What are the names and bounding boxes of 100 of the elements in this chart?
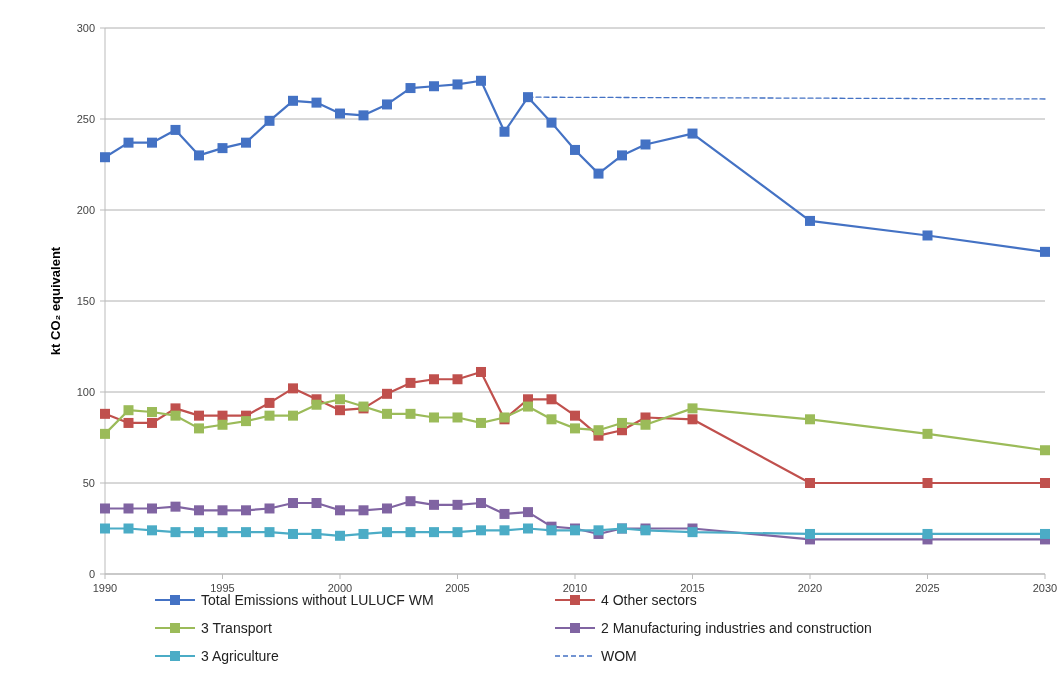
point	[452, 374, 463, 385]
point	[264, 397, 275, 408]
point	[570, 423, 580, 434]
point	[241, 416, 251, 427]
point	[499, 508, 510, 519]
point	[217, 505, 228, 516]
point	[358, 505, 369, 516]
y-tick-label: 0	[88, 568, 95, 580]
y-tick-label: 150	[76, 295, 95, 307]
point	[335, 108, 345, 119]
point	[1040, 478, 1050, 488]
point	[358, 528, 369, 539]
point	[452, 412, 463, 423]
x-tick-label: 2020	[797, 582, 823, 594]
point	[241, 137, 251, 148]
point	[499, 525, 510, 536]
point	[546, 525, 557, 536]
point	[100, 152, 110, 163]
point	[687, 414, 698, 425]
point	[687, 403, 698, 414]
legend-label: 4 Other sectors	[601, 592, 697, 608]
legend-label: Total Emissions without LULUCF WM	[201, 592, 434, 608]
point	[288, 383, 298, 394]
point	[335, 530, 345, 541]
point	[1040, 528, 1050, 539]
point	[100, 503, 110, 514]
y-tick-label: 200	[76, 204, 95, 216]
point	[805, 478, 815, 488]
point	[170, 527, 181, 538]
point	[405, 83, 416, 94]
point	[805, 528, 815, 539]
point	[264, 527, 275, 538]
point	[523, 401, 533, 412]
point	[123, 137, 134, 148]
x-tick-label: 2000	[327, 582, 353, 594]
point	[170, 124, 181, 135]
point	[523, 92, 533, 103]
point	[194, 423, 204, 434]
point	[617, 150, 627, 161]
point	[311, 399, 322, 410]
point	[452, 527, 463, 538]
x-tick-label: 1995	[210, 582, 235, 594]
point	[382, 388, 392, 399]
point	[429, 374, 439, 385]
point	[382, 99, 392, 110]
point	[264, 410, 275, 421]
x-tick-label: 2030	[1032, 582, 1058, 594]
point	[476, 417, 486, 428]
point	[194, 505, 204, 516]
point	[147, 525, 157, 536]
point	[147, 407, 157, 418]
point	[593, 168, 604, 179]
point	[452, 499, 463, 510]
point	[100, 408, 110, 419]
legend-label: WOM	[601, 648, 637, 664]
point	[194, 410, 204, 421]
point	[123, 405, 134, 416]
point	[217, 143, 228, 154]
y-tick-label: 100	[76, 386, 95, 398]
point	[570, 144, 580, 155]
point	[288, 95, 298, 106]
point	[687, 527, 698, 538]
point	[264, 503, 275, 514]
point	[123, 523, 134, 534]
point	[452, 79, 463, 90]
point	[405, 408, 416, 419]
point	[499, 126, 510, 137]
point	[429, 527, 439, 538]
point	[405, 496, 416, 507]
point	[546, 117, 557, 128]
point	[288, 528, 298, 539]
point	[429, 499, 439, 510]
point	[217, 419, 228, 430]
point	[922, 478, 933, 488]
y-tick-label: 300	[76, 22, 95, 34]
point	[1040, 246, 1050, 257]
point	[217, 527, 228, 538]
legend-label: 2 Manufacturing industries and construction	[601, 620, 872, 636]
point	[640, 419, 651, 430]
point	[382, 527, 392, 538]
point	[241, 527, 251, 538]
point	[429, 412, 439, 423]
x-tick-label: 2015	[680, 582, 705, 594]
point	[217, 410, 228, 421]
point	[358, 110, 369, 121]
point	[100, 523, 110, 534]
point	[405, 377, 416, 388]
point	[170, 410, 181, 421]
point	[922, 428, 933, 439]
legend-label: 3 Transport	[201, 620, 272, 636]
x-tick-label: 2005	[445, 582, 470, 594]
point	[123, 417, 134, 428]
point	[170, 501, 181, 512]
point	[147, 417, 157, 428]
point	[593, 425, 604, 436]
point	[382, 503, 392, 514]
point	[405, 527, 416, 538]
x-tick-label: 1990	[92, 582, 118, 594]
point	[311, 528, 322, 539]
point	[805, 215, 815, 226]
